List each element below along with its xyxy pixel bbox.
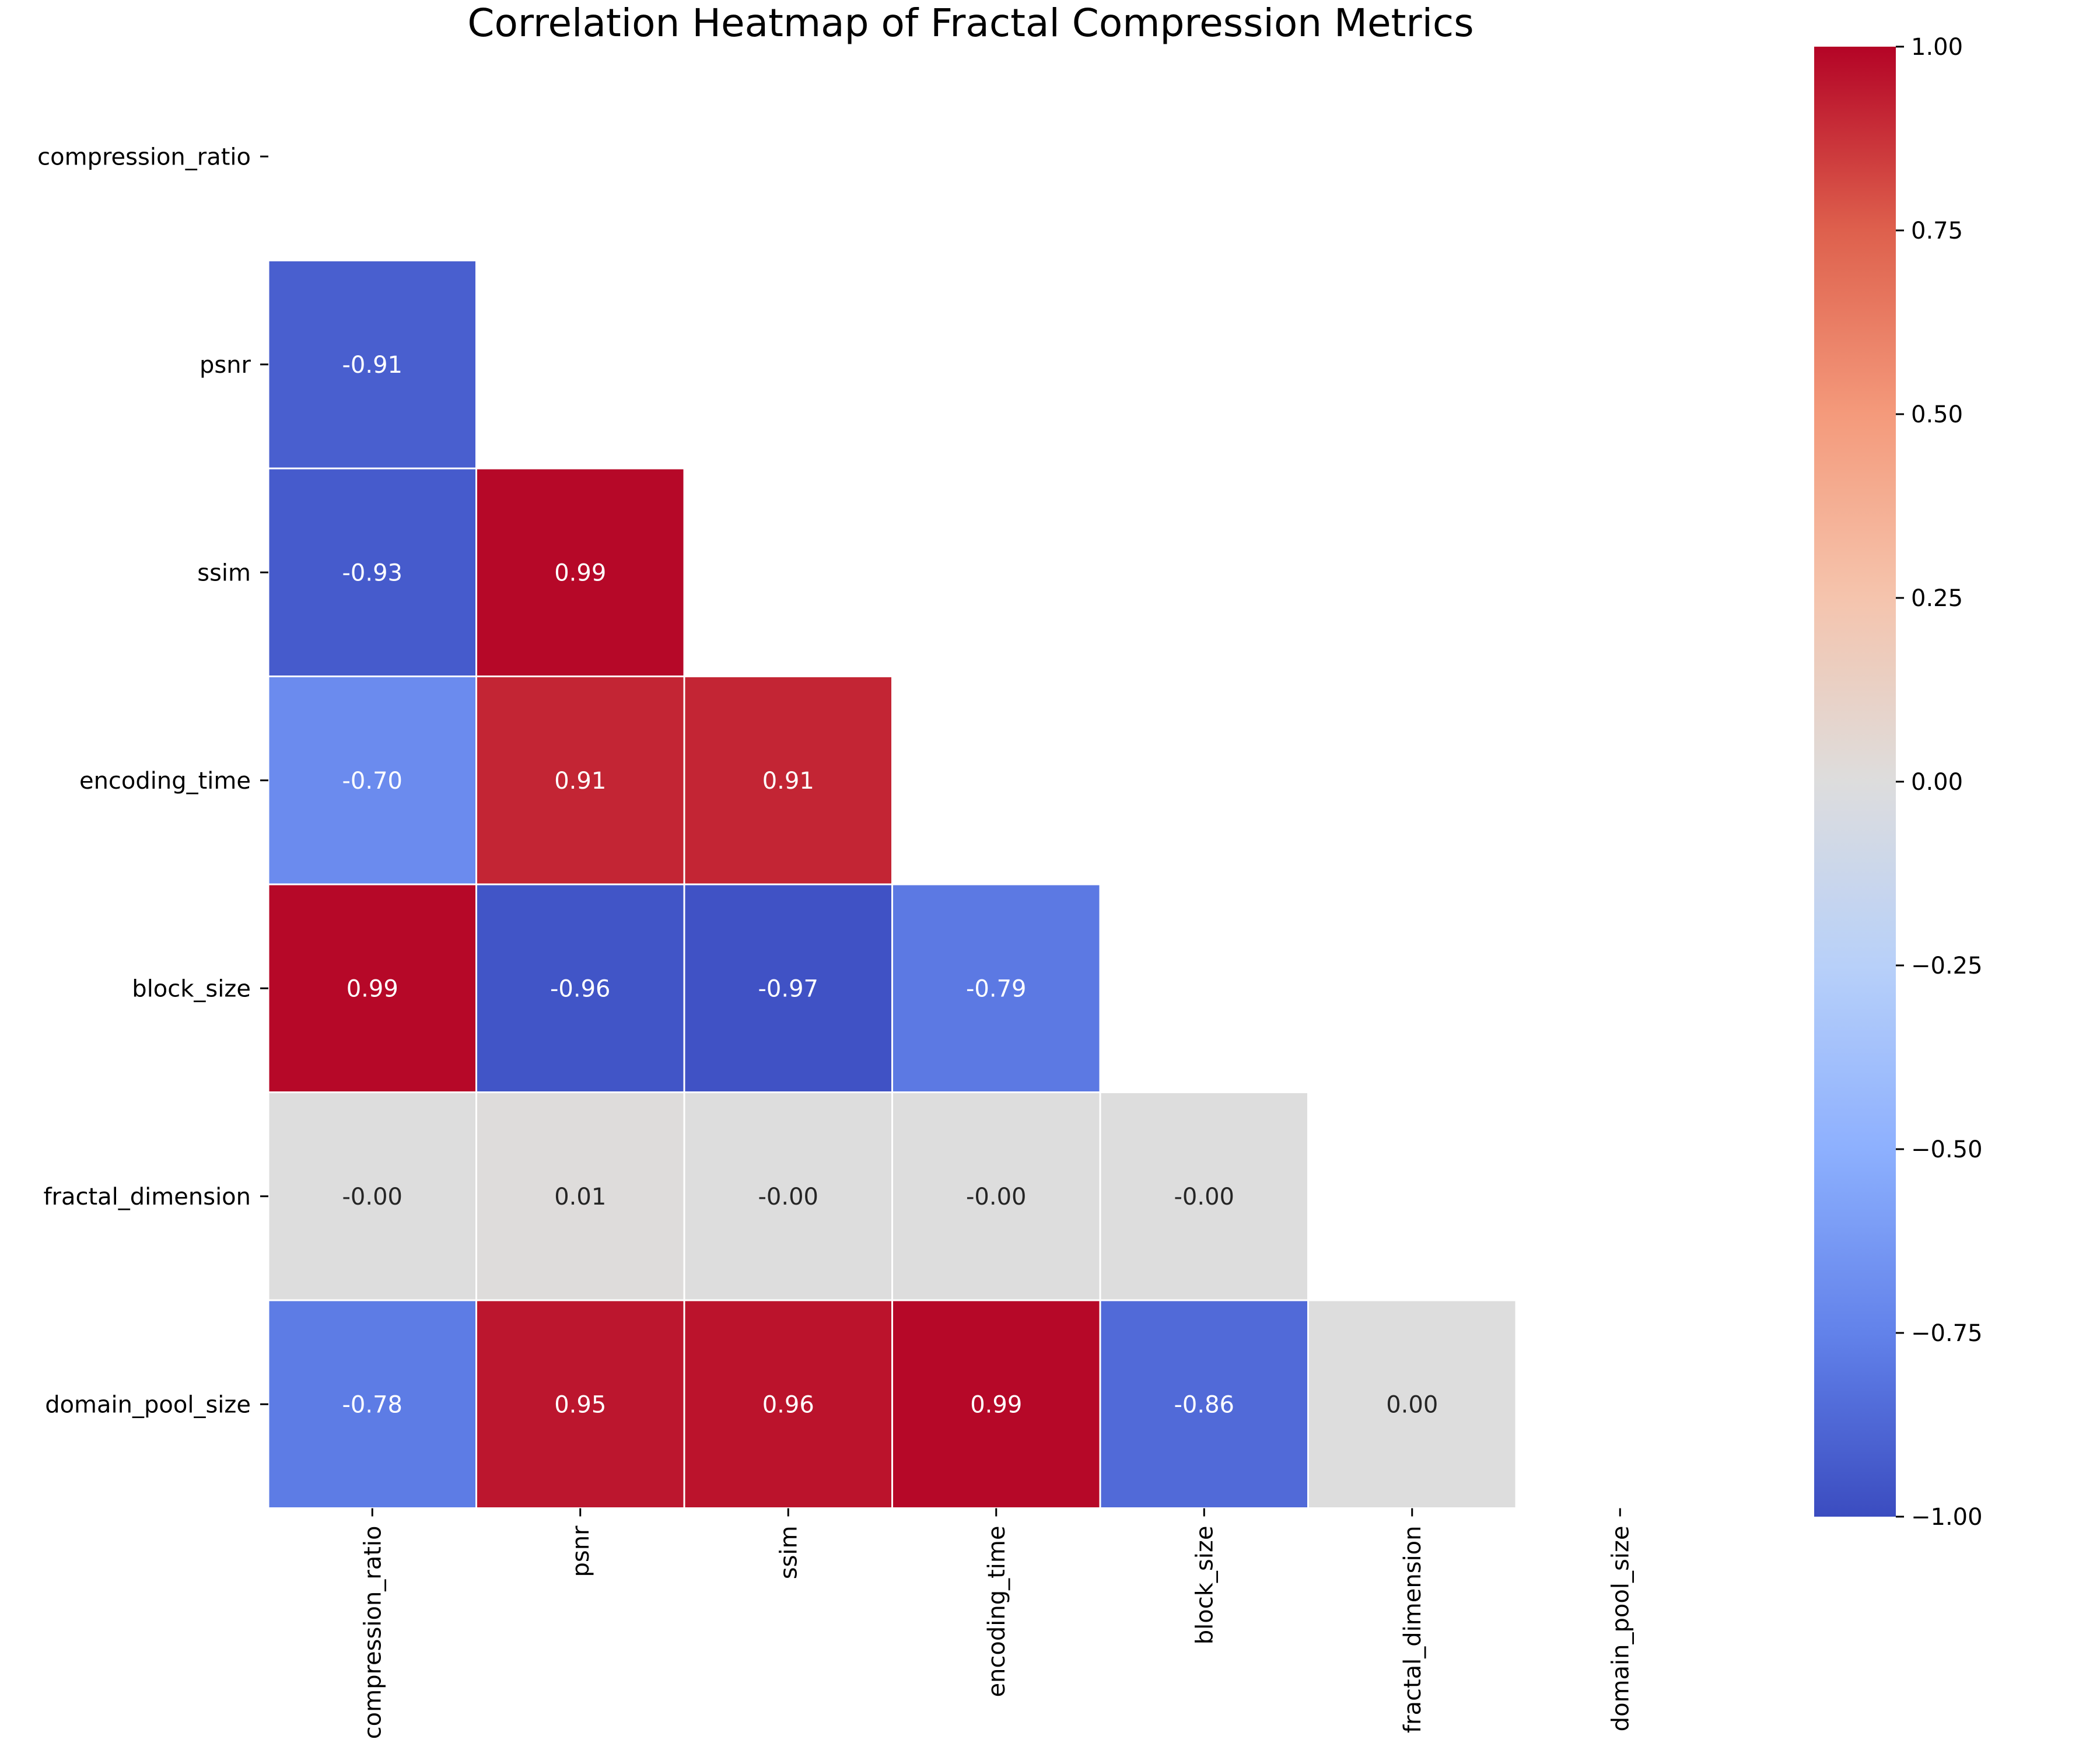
col-tick-label: fractal_dimension — [1399, 1526, 1426, 1734]
heatmap-cell — [1307, 1299, 1517, 1509]
colorbar-tick-label: 0.75 — [1911, 218, 1963, 244]
cell-value-label: -0.00 — [758, 1184, 819, 1210]
col-tick-label: encoding_time — [984, 1526, 1010, 1698]
colorbar-tick-label: 1.00 — [1911, 34, 1963, 61]
col-tick-label: compression_ratio — [359, 1526, 386, 1740]
row-tick-label: block_size — [132, 975, 251, 1002]
heatmap-cell — [475, 1299, 685, 1509]
heatmap-cell — [891, 883, 1101, 1093]
heatmap-cell — [475, 883, 685, 1093]
cell-value-label: 0.96 — [762, 1391, 814, 1418]
heatmap-cell — [891, 1091, 1101, 1301]
colorbar-tick-label: 0.00 — [1911, 769, 1963, 796]
row-tick-label: ssim — [197, 559, 251, 586]
cell-value-label: -0.00 — [1174, 1184, 1235, 1210]
cell-value-label: -0.93 — [342, 559, 403, 586]
heatmap-cell — [1099, 1091, 1309, 1301]
row-tick-label: domain_pool_size — [45, 1391, 251, 1418]
row-tick-label: psnr — [200, 352, 251, 379]
cell-value-label: 0.91 — [762, 768, 814, 794]
colorbar-tick-label: −1.00 — [1911, 1504, 1983, 1531]
colorbar-tick-label: −0.50 — [1911, 1136, 1983, 1163]
cell-value-label: -0.00 — [342, 1184, 403, 1210]
cell-value-label: 0.99 — [554, 559, 606, 586]
cell-value-label: -0.78 — [342, 1391, 403, 1418]
colorbar-tick-label: 0.25 — [1911, 585, 1963, 612]
colorbar: −1.00 −0.75 −0.50 −0.25 0.00 0.25 0.50 0.75 1.00 — [1814, 34, 1983, 1531]
heatmap-cell — [267, 260, 477, 470]
col-tick-label: domain_pool_size — [1607, 1526, 1634, 1732]
cell-value-label: -0.70 — [342, 768, 403, 794]
heatmap-cell — [267, 467, 477, 677]
cell-value-label: 0.95 — [554, 1391, 606, 1418]
heatmap-cell — [475, 676, 685, 886]
colorbar-tick-label: 0.50 — [1911, 401, 1963, 428]
heatmap-cell — [475, 467, 685, 677]
row-tick-label: fractal_dimension — [43, 1184, 251, 1210]
row-tick-label: compression_ratio — [37, 144, 251, 170]
cell-value-label: 0.99 — [970, 1391, 1022, 1418]
col-axis: compression_ratio psnr ssim encoding_time bl… — [359, 1508, 1634, 1740]
cell-value-label: 0.00 — [1386, 1391, 1438, 1418]
colorbar-scale — [1814, 47, 1896, 1517]
heatmap-cell — [683, 1299, 893, 1509]
heatmap-cell — [475, 1091, 685, 1301]
cell-value-label: -0.00 — [966, 1184, 1027, 1210]
heatmap-cell — [683, 1091, 893, 1301]
heatmap-cell — [267, 676, 477, 886]
col-tick-label: block_size — [1191, 1526, 1218, 1645]
col-tick-label: ssim — [775, 1526, 802, 1580]
cell-value-label: -0.91 — [342, 352, 403, 379]
cell-value-label: -0.97 — [758, 975, 819, 1002]
cell-value-label: 0.01 — [554, 1184, 606, 1210]
heatmap-cell — [1099, 1299, 1309, 1509]
heatmap-cell — [683, 676, 893, 886]
cell-value-label: 0.91 — [554, 768, 606, 794]
colorbar-tick-label: −0.25 — [1911, 953, 1983, 979]
chart-title: Correlation Heatmap of Fractal Compressi… — [467, 1, 1474, 46]
heatmap-cells: -0.91 -0.93 0.99 -0.70 0.91 0.91 0.99 -0.96 -0.9… — [267, 260, 1517, 1509]
heatmap-cell — [891, 1299, 1101, 1509]
cell-value-label: 0.99 — [346, 975, 398, 1002]
row-tick-label: encoding_time — [79, 768, 251, 794]
colorbar-tick-label: −0.75 — [1911, 1320, 1983, 1347]
col-tick-label: psnr — [568, 1525, 594, 1577]
cell-value-label: -0.86 — [1174, 1391, 1235, 1418]
cell-value-label: -0.96 — [550, 975, 611, 1002]
cell-value-label: -0.79 — [966, 975, 1027, 1002]
